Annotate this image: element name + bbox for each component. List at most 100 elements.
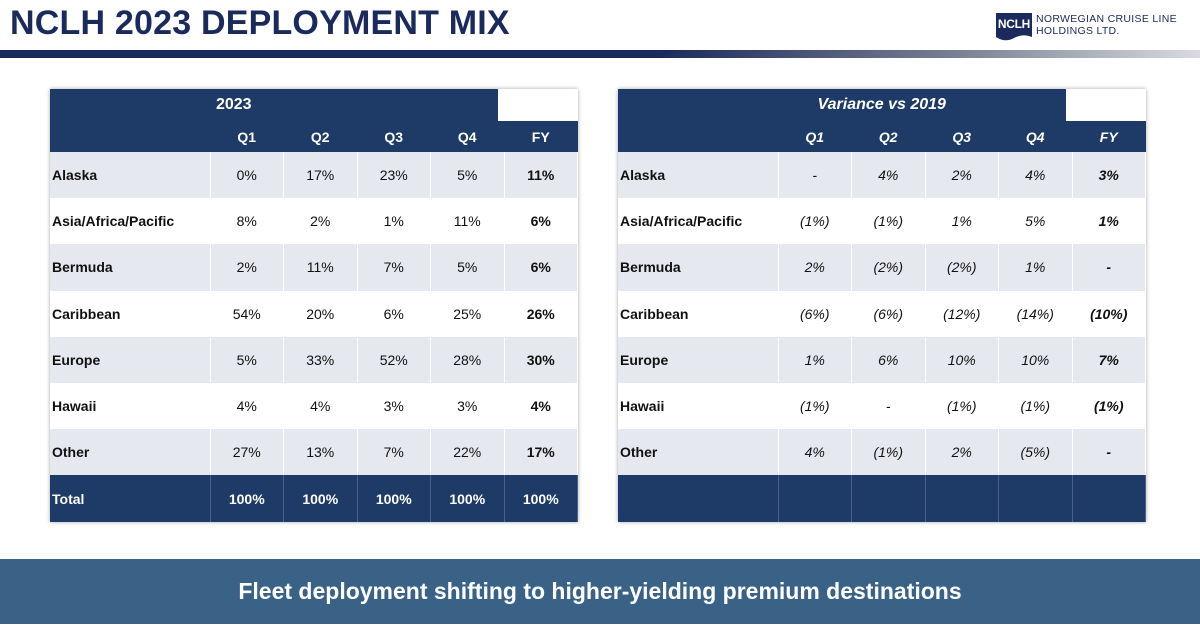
value-cell: 52%	[357, 336, 431, 383]
value-cell: 4%	[283, 382, 358, 430]
column-header: FY	[504, 121, 578, 152]
table-row: Bermuda 2% 11% 7% 5% 6%	[50, 244, 578, 291]
table-row: Hawaii (1%) - (1%) (1%) (1%)	[618, 382, 1146, 430]
value-cell: 4%	[210, 382, 284, 430]
row-label: Bermuda	[618, 244, 779, 291]
total-cell	[851, 475, 926, 522]
column-header: Q4	[998, 121, 1072, 152]
deployment-2023-table: 2023 Q1 Q2 Q3 Q4 FY Alaska 0% 17% 23% 5% 11% A…	[50, 89, 578, 522]
column-header: Q2	[851, 121, 925, 152]
column-header: Q4	[430, 121, 504, 152]
total-cell: 100%	[283, 475, 358, 522]
fy-cell: 6%	[504, 244, 578, 291]
logo-text: NORWEGIAN CRUISE LINE HOLDINGS LTD.	[1036, 13, 1196, 37]
fy-cell: (1%)	[1072, 382, 1146, 430]
total-cell: 100%	[504, 475, 578, 522]
value-cell: 10%	[925, 336, 999, 383]
value-cell: 22%	[430, 429, 505, 476]
total-cell: 100%	[357, 475, 431, 522]
value-cell: 8%	[210, 198, 284, 245]
column-header: Q2	[283, 121, 357, 152]
total-cell: 100%	[210, 475, 284, 522]
value-cell: 1%	[925, 198, 999, 245]
total-cell	[778, 475, 852, 522]
value-cell: 2%	[283, 198, 358, 245]
value-cell: 1%	[998, 244, 1073, 291]
value-cell: (1%)	[925, 382, 999, 430]
table-title: 2023	[130, 89, 498, 121]
value-cell: 7%	[357, 429, 431, 476]
value-cell: (14%)	[998, 290, 1073, 337]
column-header: Q1	[210, 121, 284, 152]
fy-cell: 26%	[504, 290, 578, 337]
value-cell: 33%	[283, 336, 358, 383]
total-label: Total	[50, 475, 211, 522]
value-cell: 10%	[998, 336, 1073, 383]
fy-cell: -	[1072, 244, 1146, 291]
table-row: Asia/Africa/Pacific (1%) (1%) 1% 5% 1%	[618, 198, 1146, 245]
total-row: Total 100% 100% 100% 100% 100%	[50, 475, 578, 522]
value-cell: 0%	[210, 152, 284, 199]
total-cell	[1072, 475, 1146, 522]
value-cell: (1%)	[998, 382, 1073, 430]
value-cell: 20%	[283, 290, 358, 337]
fy-cell: 1%	[1072, 198, 1146, 245]
value-cell: 2%	[925, 152, 999, 199]
table-row: Caribbean (6%) (6%) (12%) (14%) (10%)	[618, 290, 1146, 337]
fy-cell: 11%	[504, 152, 578, 199]
row-label: Bermuda	[50, 244, 211, 291]
row-label: Alaska	[618, 152, 779, 199]
row-label: Hawaii	[618, 382, 779, 430]
value-cell: 4%	[998, 152, 1073, 199]
value-cell: -	[778, 152, 852, 199]
logo-line-2: HOLDINGS LTD.	[1036, 25, 1120, 37]
value-cell: 3%	[430, 382, 505, 430]
column-header: Q3	[357, 121, 431, 152]
total-row	[618, 475, 1146, 522]
table-row: Bermuda 2% (2%) (2%) 1% -	[618, 244, 1146, 291]
value-cell: 17%	[283, 152, 358, 199]
table-row: Asia/Africa/Pacific 8% 2% 1% 11% 6%	[50, 198, 578, 245]
value-cell: 28%	[430, 336, 505, 383]
value-cell: 2%	[210, 244, 284, 291]
column-header: Q1	[778, 121, 852, 152]
fy-cell: 7%	[1072, 336, 1146, 383]
fy-cell: 30%	[504, 336, 578, 383]
value-cell: (2%)	[925, 244, 999, 291]
total-cell	[925, 475, 999, 522]
value-cell: 5%	[998, 198, 1073, 245]
table-row: Europe 1% 6% 10% 10% 7%	[618, 336, 1146, 383]
value-cell: (5%)	[998, 429, 1073, 476]
table-row: Other 27% 13% 7% 22% 17%	[50, 429, 578, 476]
footer-text: Fleet deployment shifting to higher-yiel…	[238, 578, 962, 604]
row-label: Europe	[618, 336, 779, 383]
logo-mark: NCLH	[996, 13, 1032, 35]
fy-cell: 17%	[504, 429, 578, 476]
total-cell	[998, 475, 1073, 522]
table-row: Caribbean 54% 20% 6% 25% 26%	[50, 290, 578, 337]
title-underline	[0, 50, 1200, 58]
value-cell: 5%	[210, 336, 284, 383]
value-cell: 5%	[430, 244, 505, 291]
total-label	[618, 475, 779, 522]
value-cell: 1%	[778, 336, 852, 383]
fy-cell: -	[1072, 429, 1146, 476]
total-cell: 100%	[430, 475, 505, 522]
value-cell: 4%	[851, 152, 926, 199]
value-cell: (12%)	[925, 290, 999, 337]
value-cell: (6%)	[851, 290, 926, 337]
table-title: Variance vs 2019	[698, 89, 1066, 121]
value-cell: 6%	[357, 290, 431, 337]
column-header: FY	[1072, 121, 1146, 152]
row-label: Other	[618, 429, 779, 476]
value-cell: (1%)	[851, 429, 926, 476]
value-cell: (6%)	[778, 290, 852, 337]
value-cell: 11%	[430, 198, 505, 245]
value-cell: 2%	[778, 244, 852, 291]
value-cell: 6%	[851, 336, 926, 383]
table-row: Other 4% (1%) 2% (5%) -	[618, 429, 1146, 476]
column-header-blank	[618, 121, 778, 152]
row-label: Hawaii	[50, 382, 211, 430]
value-cell: 23%	[357, 152, 431, 199]
column-header: Q3	[925, 121, 999, 152]
